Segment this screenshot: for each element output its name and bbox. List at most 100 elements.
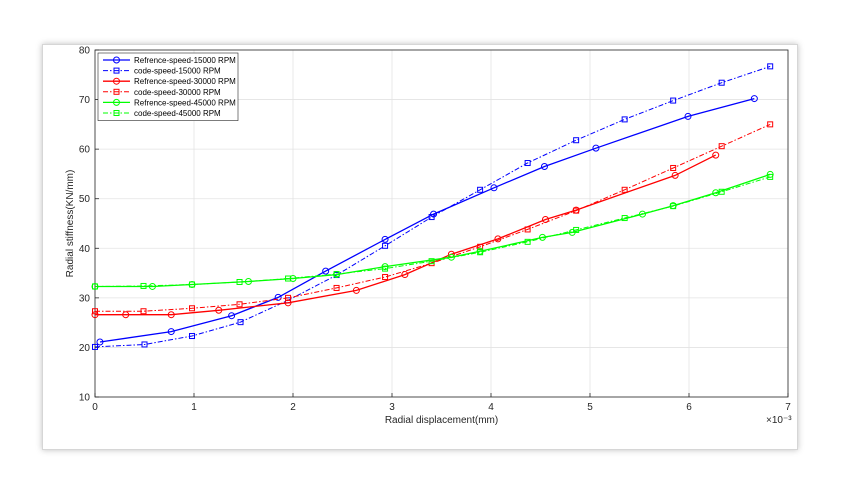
series-2 — [91, 151, 720, 319]
x-tick-label: 1 — [191, 402, 197, 413]
x-tick-label: 2 — [290, 402, 296, 413]
legend-swatch-marker — [113, 77, 120, 85]
legend-label: code-speed-30000 RPM — [134, 88, 221, 97]
data-point — [285, 294, 292, 301]
data-point — [718, 79, 725, 86]
data-point — [621, 215, 628, 222]
data-point — [524, 160, 531, 167]
legend-item: Refrence-speed-30000 RPM — [103, 77, 236, 86]
data-point — [140, 308, 147, 315]
data-point — [284, 299, 292, 307]
data-point — [767, 63, 774, 70]
data-point — [92, 283, 98, 290]
plot-area — [94, 49, 789, 398]
x-axis-exponent: ×10⁻³ — [766, 415, 792, 426]
x-tick-label: 3 — [389, 402, 395, 413]
legend-item: Refrence-speed-15000 RPM — [103, 56, 236, 65]
legend-box — [97, 52, 239, 121]
legend-label: Refrence-speed-30000 RPM — [134, 77, 236, 86]
data-point — [750, 95, 758, 103]
y-tick-label: 30 — [79, 293, 91, 304]
data-point — [122, 311, 130, 319]
data-point — [189, 281, 196, 288]
x-tick-label: 4 — [488, 402, 494, 413]
data-point — [540, 162, 548, 170]
data-point — [401, 271, 409, 279]
data-point — [236, 301, 243, 308]
series-line — [95, 173, 771, 288]
series-line — [99, 97, 755, 343]
x-tick-label: 7 — [785, 402, 791, 413]
y-tick-label: 40 — [79, 244, 91, 255]
data-point — [494, 235, 502, 243]
data-point — [621, 186, 628, 193]
y-tick-label: 60 — [79, 145, 91, 156]
data-point — [289, 275, 297, 283]
data-point — [91, 311, 99, 319]
y-axis-label: Radial stiffness(KN/mm) — [65, 170, 76, 278]
data-point — [670, 97, 677, 104]
data-point — [382, 265, 389, 272]
data-point — [524, 226, 531, 233]
data-point — [382, 242, 389, 249]
data-point — [767, 173, 774, 180]
data-point — [352, 286, 360, 294]
series-line — [94, 176, 771, 287]
data-point — [236, 278, 243, 285]
data-point — [524, 238, 531, 245]
data-point — [96, 338, 104, 346]
x-axis-label: Radial displacement(mm) — [385, 415, 498, 426]
legend-swatch-marker — [113, 56, 120, 64]
legend-swatch-marker — [113, 98, 120, 106]
data-point — [621, 116, 628, 123]
data-point — [167, 311, 175, 319]
legend-item: Refrence-speed-45000 RPM — [103, 98, 236, 107]
x-tick-label: 5 — [587, 402, 593, 413]
data-point — [477, 249, 484, 256]
series-3 — [92, 121, 774, 315]
data-point — [670, 203, 677, 210]
x-tick-label: 0 — [92, 402, 98, 413]
data-point — [718, 143, 725, 150]
data-point — [92, 308, 98, 315]
legend-item: code-speed-15000 RPM — [103, 67, 221, 76]
data-point — [189, 333, 196, 340]
series-5 — [92, 173, 774, 290]
data-point — [285, 275, 292, 282]
y-tick-label: 50 — [79, 194, 91, 205]
data-point — [671, 171, 679, 179]
data-point — [638, 210, 646, 218]
x-tick-label: 6 — [686, 402, 692, 413]
data-point — [92, 343, 98, 350]
data-point — [477, 186, 484, 193]
legend-item: code-speed-45000 RPM — [103, 109, 221, 118]
data-point — [573, 137, 580, 144]
data-point — [490, 184, 498, 192]
data-point — [141, 341, 148, 348]
data-point — [767, 121, 774, 128]
legend-swatch-marker — [113, 67, 120, 74]
legend-label: code-speed-45000 RPM — [134, 109, 221, 118]
data-point — [573, 207, 580, 214]
data-point — [228, 312, 236, 320]
data-point — [322, 267, 330, 275]
data-point — [718, 188, 725, 195]
y-axis-ticks: 10 20 30 40 50 60 70 80 — [79, 46, 99, 404]
legend-label: code-speed-15000 RPM — [134, 67, 221, 76]
legend-item: code-speed-30000 RPM — [103, 88, 221, 97]
data-point — [382, 274, 389, 281]
series-group — [91, 63, 774, 350]
legend-label: Refrence-speed-15000 RPM — [134, 56, 236, 65]
data-point — [333, 284, 340, 291]
legend-swatch-marker — [113, 110, 120, 116]
series-line — [95, 154, 716, 316]
data-point — [274, 293, 282, 301]
legend-swatch-marker — [113, 88, 120, 95]
data-point — [148, 282, 156, 290]
data-point — [670, 164, 677, 171]
data-point — [333, 271, 340, 278]
data-point — [428, 214, 435, 221]
data-point — [592, 144, 600, 152]
data-point — [189, 305, 196, 312]
